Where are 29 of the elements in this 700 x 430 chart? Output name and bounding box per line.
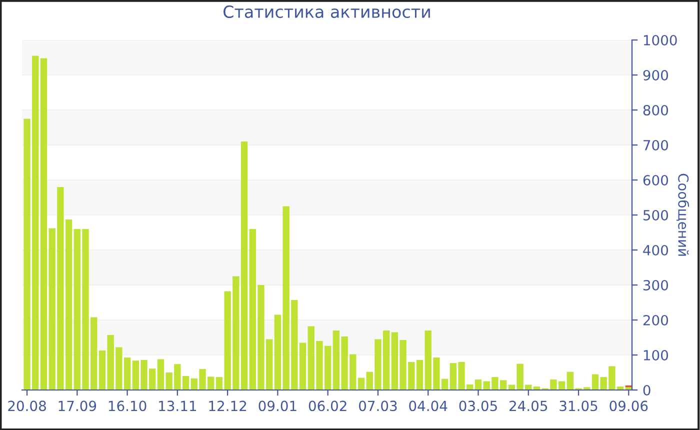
y-tick-label: 600 bbox=[643, 174, 668, 186]
bar bbox=[416, 360, 424, 390]
x-tick-label: 09.06 bbox=[610, 400, 648, 412]
y-axis-title: Сообщений bbox=[676, 174, 690, 256]
y-tick-label: 0 bbox=[643, 384, 650, 396]
bar bbox=[358, 378, 365, 390]
x-tick-label: 09.01 bbox=[258, 400, 296, 412]
y-tick-label: 500 bbox=[643, 210, 668, 220]
x-tick-label: 03.05 bbox=[459, 400, 497, 412]
chart-title: Статистика активности bbox=[224, 5, 430, 18]
y-tick-label: 900 bbox=[643, 70, 668, 80]
y-tick-label: 800 bbox=[643, 104, 668, 116]
y-tick-label: 300 bbox=[643, 280, 668, 290]
x-tick-label: 24.05 bbox=[510, 400, 548, 412]
x-tick-label: 31.05 bbox=[560, 400, 598, 412]
x-tick-label: 07.03 bbox=[359, 400, 397, 412]
y-tick-label: 700 bbox=[644, 140, 668, 150]
y-tick-label: 1000 bbox=[644, 34, 677, 46]
x-tick-label: 06.02 bbox=[308, 400, 346, 412]
x-tick-label: 13.11 bbox=[159, 400, 196, 412]
y-tick-label: 200 bbox=[643, 314, 668, 326]
x-tick-label: 04.04 bbox=[409, 400, 448, 412]
x-tick-label: 20.08 bbox=[8, 400, 46, 412]
y-tick-label: 400 bbox=[643, 244, 668, 256]
y-tick-label: 100 bbox=[644, 350, 668, 360]
bar bbox=[474, 380, 482, 390]
x-tick-label: 12.12 bbox=[209, 400, 246, 411]
x-tick-label: 16.10 bbox=[108, 400, 146, 412]
x-tick-label: 17.09 bbox=[58, 400, 96, 412]
